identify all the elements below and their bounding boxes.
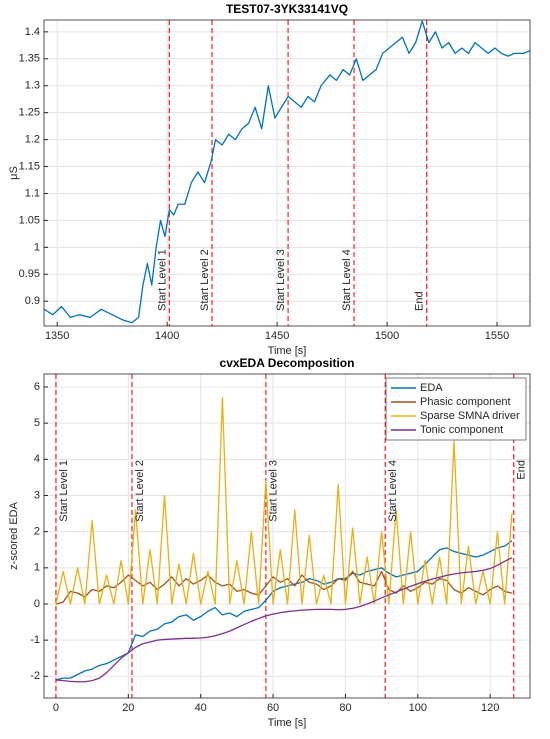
legend-label: Tonic component <box>420 424 503 436</box>
y-tick-label: 5 <box>34 417 40 429</box>
y-tick-label: 0.95 <box>19 268 40 280</box>
x-tick-label: 1350 <box>45 330 69 342</box>
event-label: Start Level 2 <box>134 460 146 522</box>
event-label: Start Level 3 <box>275 249 287 311</box>
x-axis-label: Time [s] <box>268 345 307 357</box>
x-tick-label: 20 <box>122 702 134 714</box>
y-tick-label: 4 <box>34 453 40 465</box>
event-label: Start Level 2 <box>199 249 211 311</box>
y-tick-label: 1.1 <box>25 187 40 199</box>
y-tick-label: -2 <box>30 670 40 682</box>
y-axis-label: μS <box>8 166 20 180</box>
x-tick-label: 80 <box>339 702 351 714</box>
y-tick-label: 2 <box>34 526 40 538</box>
event-label: Start Level 3 <box>268 460 280 522</box>
y-tick-label: 1.2 <box>25 134 40 146</box>
data-layer <box>44 20 530 326</box>
x-tick-label: 1550 <box>485 330 509 342</box>
x-tick-label: 100 <box>409 702 427 714</box>
axes: 0 20 40 60 80 100 120 -2 -1 0 1 2 3 4 5 6 Start Level 1 S… <box>8 356 531 729</box>
event-label: Start Level 1 <box>58 460 70 522</box>
legend-label: EDA <box>420 382 443 394</box>
legend-label: Phasic component <box>420 396 511 408</box>
y-tick-label: 1.35 <box>19 53 40 65</box>
x-tick-label: 1500 <box>375 330 399 342</box>
y-tick-label: 1.3 <box>25 80 40 92</box>
x-tick-label: 120 <box>481 702 499 714</box>
axes-frame <box>43 19 531 327</box>
x-tick-label: 1450 <box>265 330 289 342</box>
series-line <box>44 20 530 324</box>
y-axis-label: z-scored EDA <box>8 501 20 570</box>
legend: EDA Phasic component Sparse SMNA driver Ton… <box>385 377 527 441</box>
y-tick-label: 1.4 <box>25 26 40 38</box>
x-axis-label: Time [s] <box>268 717 307 729</box>
y-tick-label: 1.15 <box>19 160 40 172</box>
y-tick-label: -1 <box>30 634 40 646</box>
data-layer <box>55 374 515 698</box>
chart-title: TEST07-3YK33141VQ <box>226 2 348 16</box>
axes: 1350 1400 1450 1500 1550 0.9 0.95 1 1.05 1.1 1.15 1… <box>8 2 531 357</box>
event-label: End <box>516 460 528 480</box>
y-tick-label: 6 <box>34 381 40 393</box>
plot-area <box>44 20 530 326</box>
event-label: Start Level 4 <box>341 249 353 311</box>
y-tick-label: 1.05 <box>19 214 40 226</box>
event-label: Start Level 1 <box>156 249 168 311</box>
event-label: Start Level 4 <box>387 460 399 522</box>
y-tick-label: 3 <box>34 489 40 501</box>
x-tick-label: 40 <box>195 702 207 714</box>
event-label: End <box>414 291 426 311</box>
x-tick-label: 60 <box>267 702 279 714</box>
y-tick-label: 0 <box>34 598 40 610</box>
series-line <box>55 540 513 681</box>
y-tick-label: 0.9 <box>25 295 40 307</box>
chart-title: cvxEDA Decomposition <box>220 356 355 370</box>
series-line <box>55 397 513 605</box>
axes-frame <box>43 373 531 699</box>
x-tick-label: 1400 <box>155 330 179 342</box>
series-line <box>55 557 513 683</box>
legend-label: Sparse SMNA driver <box>420 410 520 422</box>
x-tick-label: 0 <box>53 702 59 714</box>
y-tick-label: 1.25 <box>19 107 40 119</box>
y-tick-label: 1 <box>34 241 40 253</box>
y-tick-label: 1 <box>34 562 40 574</box>
